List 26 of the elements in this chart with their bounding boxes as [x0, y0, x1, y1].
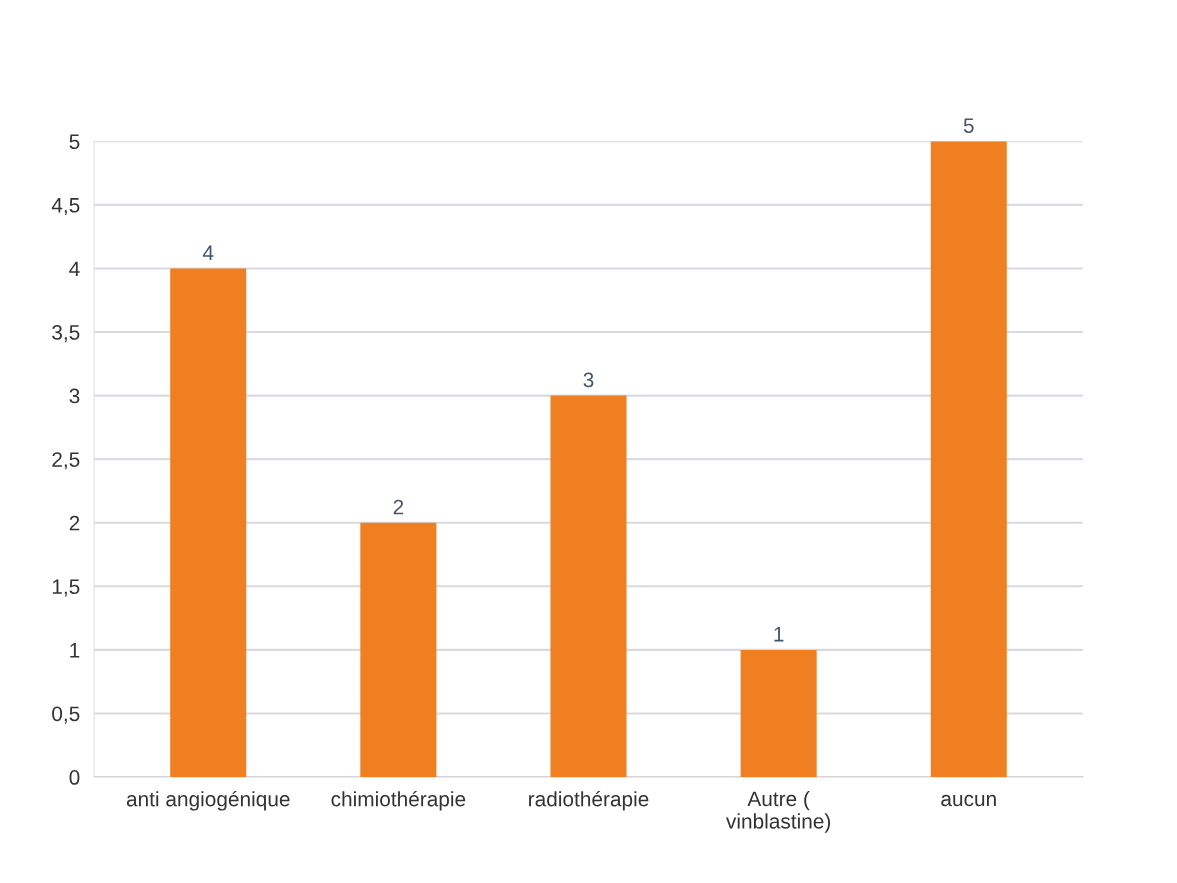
- y-tick-label: 1,5: [52, 579, 80, 597]
- bar: [930, 141, 1007, 778]
- y-tick-label: 0: [69, 770, 80, 785]
- y-tick-label: 3: [69, 388, 80, 404]
- x-tick-label: chimiothérapie: [331, 790, 466, 811]
- bar: [550, 395, 627, 778]
- y-tick-label: 1: [70, 643, 80, 658]
- x-tick-label: radiothérapie: [529, 790, 649, 811]
- y-tick-label: 4,5: [51, 198, 80, 216]
- x-tick-label: Autre ( vinblastine): [726, 790, 831, 833]
- bar: [740, 649, 817, 778]
- y-tick-label: 0,5: [52, 706, 80, 724]
- y-tick-label: 5: [69, 134, 80, 150]
- data-label: 1: [774, 627, 784, 642]
- data-label: 2: [393, 499, 404, 515]
- data-label: 3: [583, 372, 594, 388]
- y-tick-label: 4: [69, 261, 80, 276]
- y-tick-label: 2,5: [52, 452, 80, 470]
- y-tick-label: 3,5: [52, 325, 80, 343]
- y-tick-label: 2: [69, 515, 80, 531]
- bar: [360, 522, 437, 778]
- data-label: 5: [963, 118, 974, 133]
- data-label: 4: [202, 245, 214, 260]
- x-tick-label: anti angiogénique: [126, 790, 290, 811]
- x-tick-label: aucun: [941, 794, 996, 807]
- bar: [170, 268, 247, 778]
